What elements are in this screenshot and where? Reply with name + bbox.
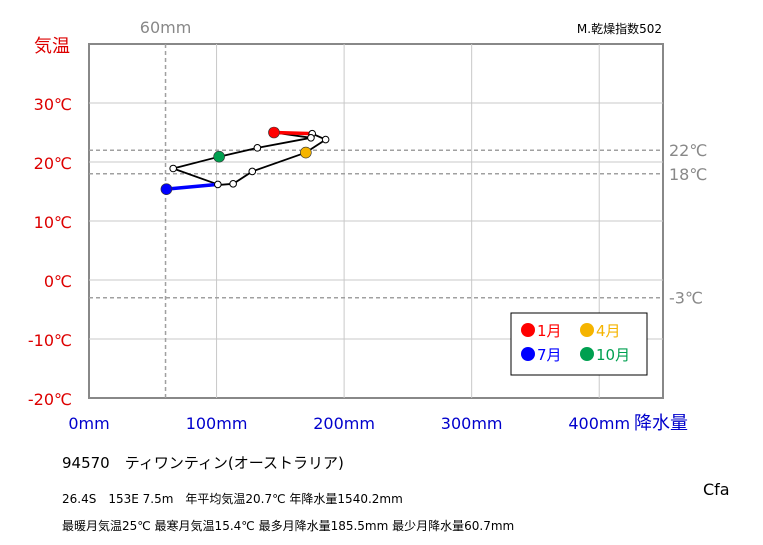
legend-label: 4月 [596,322,621,340]
legend-marker [580,347,594,361]
month-point-10 [213,150,225,163]
y-axis-label: 気温 [34,36,70,57]
y-tick-label: 0℃ [44,272,72,291]
y-tick-label: 30℃ [34,95,72,114]
legend-marker [580,323,594,337]
x-tick-label: 200mm [313,414,375,433]
legend-label: 7月 [537,346,562,364]
temp-threshold-label: 18℃ [669,165,707,184]
temp-threshold-label: -3℃ [669,289,703,308]
january-segment [272,130,314,136]
legend-box [510,312,648,376]
legend-marker [521,323,535,337]
y-tick-label: -20℃ [28,390,72,409]
month-point-1 [268,126,280,139]
month-point-4 [300,146,312,159]
y-tick-label: 10℃ [34,213,72,232]
x-tick-label: 400mm [568,414,630,433]
station-summary: 26.4S 153E 7.5m 年平均気温20.7℃ 年降水量1540.2mm [62,492,403,506]
month-point-8 [214,180,222,189]
dryness-index-label: M.乾燥指数502 [577,21,662,36]
x-tick-label: 300mm [441,414,503,433]
station-title: 94570 ティワンティン(オーストラリア) [62,454,344,472]
july-segment [164,182,220,191]
month-point-12 [307,134,315,142]
x-axis-label: 降水量 [634,413,688,434]
precip-threshold-label: 60mm [140,18,192,37]
station-extremes: 最暖月気温25℃ 最寒月気温15.4℃ 最多月降水量185.5mm 最少月降水量… [62,519,515,533]
month-point-5 [248,167,257,176]
legend-label: 10月 [596,346,630,364]
month-point-9 [169,164,177,173]
month-point-3 [321,135,330,144]
x-tick-label: 100mm [186,414,248,433]
temp-threshold-label: 22℃ [669,141,707,160]
month-point-11 [253,144,262,152]
climate-class: Cfa [703,480,730,499]
month-point-6 [229,180,237,188]
y-tick-label: -10℃ [28,331,72,350]
legend-marker [521,347,535,361]
legend-label: 1月 [537,322,562,340]
month-point-7 [160,183,173,195]
x-tick-label: 0mm [68,414,109,433]
y-tick-label: 20℃ [34,154,72,173]
